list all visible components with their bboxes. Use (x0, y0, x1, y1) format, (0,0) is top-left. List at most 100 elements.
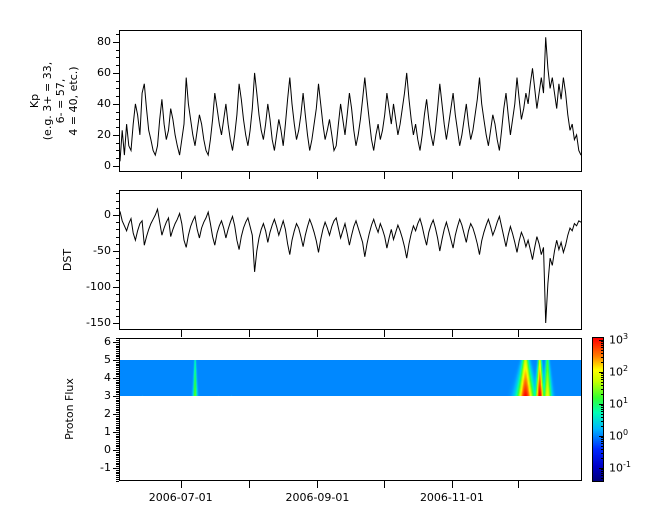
x-month-tick (317, 481, 318, 488)
colorbar-minor-tick (601, 421, 604, 422)
y-minor-tick (116, 50, 119, 51)
y-minor-tick (116, 96, 119, 97)
colorbar-minor-tick (601, 443, 604, 444)
y-minor-tick (116, 355, 119, 356)
y-minor-tick (116, 365, 119, 366)
y-minor-tick (116, 412, 119, 413)
y-minor-tick (116, 316, 119, 317)
y-minor-tick (116, 459, 119, 460)
kp-ytick-label: 20 (97, 127, 111, 141)
kp-ytick-label: 80 (97, 34, 111, 48)
colorbar-tick (599, 436, 604, 437)
y-minor-tick (116, 463, 119, 464)
y-minor-tick (116, 346, 119, 347)
proton_flux-ytick-label: -1 (100, 461, 111, 475)
colorbar-tick-label: 100 (609, 428, 629, 443)
y-minor-tick (116, 446, 119, 447)
y-minor-tick (116, 81, 119, 82)
colorbar-minor-tick (601, 385, 604, 386)
y-tick (113, 468, 119, 469)
y-minor-tick (116, 455, 119, 456)
y-tick (113, 135, 119, 136)
y-minor-tick (116, 448, 119, 449)
colorbar-minor-tick (601, 350, 604, 351)
y-minor-tick (116, 473, 119, 474)
kp-line-chart (119, 37, 582, 162)
x-month-tick (181, 172, 182, 179)
x-month-tick (518, 481, 519, 488)
y-minor-tick (116, 409, 119, 410)
y-tick (113, 104, 119, 105)
y-minor-tick (116, 470, 119, 471)
dst-panel (119, 190, 582, 330)
x-month-tick (518, 172, 519, 179)
x-month-tick (384, 330, 385, 337)
y-minor-tick (116, 472, 119, 473)
colorbar-minor-tick (601, 458, 604, 459)
y-tick (113, 414, 119, 415)
y-minor-tick (116, 362, 119, 363)
y-minor-tick (116, 309, 119, 310)
colorbar-minor-tick (601, 377, 604, 378)
y-minor-tick (116, 392, 119, 393)
y-minor-tick (116, 454, 119, 455)
y-minor-tick (116, 434, 119, 435)
y-minor-tick (116, 158, 119, 159)
y-tick (113, 360, 119, 361)
y-minor-tick (116, 265, 119, 266)
x-month-tick (452, 172, 453, 179)
y-minor-tick (116, 371, 119, 372)
y-minor-tick (116, 403, 119, 404)
y-minor-tick (116, 367, 119, 368)
y-minor-tick (116, 457, 119, 458)
y-minor-tick (116, 439, 119, 440)
y-minor-tick (116, 258, 119, 259)
y-minor-tick (116, 427, 119, 428)
y-tick (113, 396, 119, 397)
dst-ylabel: DST (61, 248, 74, 272)
x-month-tick (518, 330, 519, 337)
dst-line-chart (119, 207, 582, 324)
y-tick (113, 215, 119, 216)
y-minor-tick (116, 425, 119, 426)
y-minor-tick (116, 358, 119, 359)
y-minor-tick (116, 340, 119, 341)
y-minor-tick (116, 237, 119, 238)
colorbar-tick-label: 103 (609, 332, 629, 347)
y-minor-tick (116, 391, 119, 392)
y-minor-tick (116, 430, 119, 431)
y-minor-tick (116, 382, 119, 383)
kp-ytick-label: 0 (104, 158, 111, 172)
y-minor-tick (116, 421, 119, 422)
colorbar-tick (599, 340, 604, 341)
y-tick (113, 450, 119, 451)
x-month-tick (317, 330, 318, 337)
y-minor-tick (116, 466, 119, 467)
colorbar-minor-tick (601, 353, 604, 354)
y-minor-tick (116, 150, 119, 151)
colorbar-minor-tick (601, 411, 604, 412)
proton_flux-ylabel: Proton Flux (63, 378, 76, 440)
kp-ylabel: Kp (e.g. 3+ = 33, 6- = 57, 4 = 40, etc.) (28, 61, 80, 141)
colorbar-minor-tick (601, 343, 604, 344)
colorbar-minor-tick (601, 341, 604, 342)
y-minor-tick (116, 410, 119, 411)
y-minor-tick (116, 452, 119, 453)
proton_flux-ytick-label: 0 (104, 443, 111, 457)
y-minor-tick (116, 364, 119, 365)
y-minor-tick (116, 353, 119, 354)
x-month-tick (249, 330, 250, 337)
kp-ytick-label: 40 (97, 96, 111, 110)
colorbar-minor-tick (601, 409, 604, 410)
proton_flux-ytick-label: 2 (104, 407, 111, 420)
y-minor-tick (116, 400, 119, 401)
y-minor-tick (116, 479, 119, 480)
y-tick (113, 432, 119, 433)
y-minor-tick (116, 369, 119, 370)
proton-flux-spectrogram (120, 360, 581, 396)
y-minor-tick (116, 407, 119, 408)
colorbar-minor-tick (601, 362, 604, 363)
y-minor-tick (116, 349, 119, 350)
y-tick (113, 251, 119, 252)
